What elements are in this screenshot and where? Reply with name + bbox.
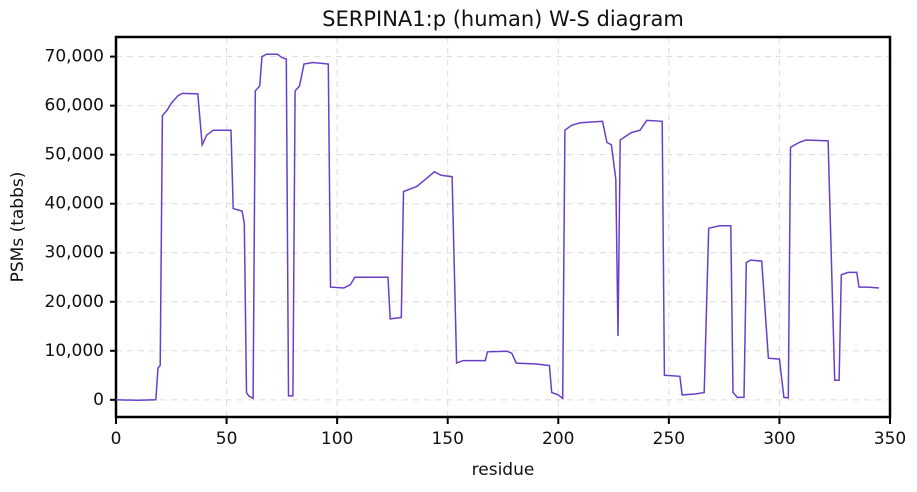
y-tick-label: 20,000 [45, 292, 104, 312]
y-tick-label: 40,000 [45, 194, 104, 214]
x-tick-label: 150 [431, 429, 463, 449]
y-tick-label: 0 [93, 390, 104, 410]
y-tick-label: 50,000 [45, 145, 104, 165]
data-line [115, 53, 879, 402]
chart-title: SERPINA1:p (human) W-S diagram [322, 7, 684, 31]
x-tick-label: 350 [874, 429, 906, 449]
plot-frame [114, 35, 892, 419]
x-tick-label: 100 [321, 429, 353, 449]
y-tick-label: 60,000 [45, 96, 104, 116]
y-axis-label: PSMs (tabbs) [8, 172, 28, 283]
x-tick-label: 50 [216, 429, 238, 449]
x-tick-label: 0 [111, 429, 122, 449]
y-tick-label: 30,000 [45, 243, 104, 263]
y-tick-label: 10,000 [45, 341, 104, 361]
x-tick-label: 300 [763, 429, 795, 449]
y-tick-label: 70,000 [45, 47, 104, 67]
x-tick-label: 200 [542, 429, 574, 449]
x-axis-label: residue [472, 460, 535, 480]
x-tick-label: 250 [653, 429, 685, 449]
